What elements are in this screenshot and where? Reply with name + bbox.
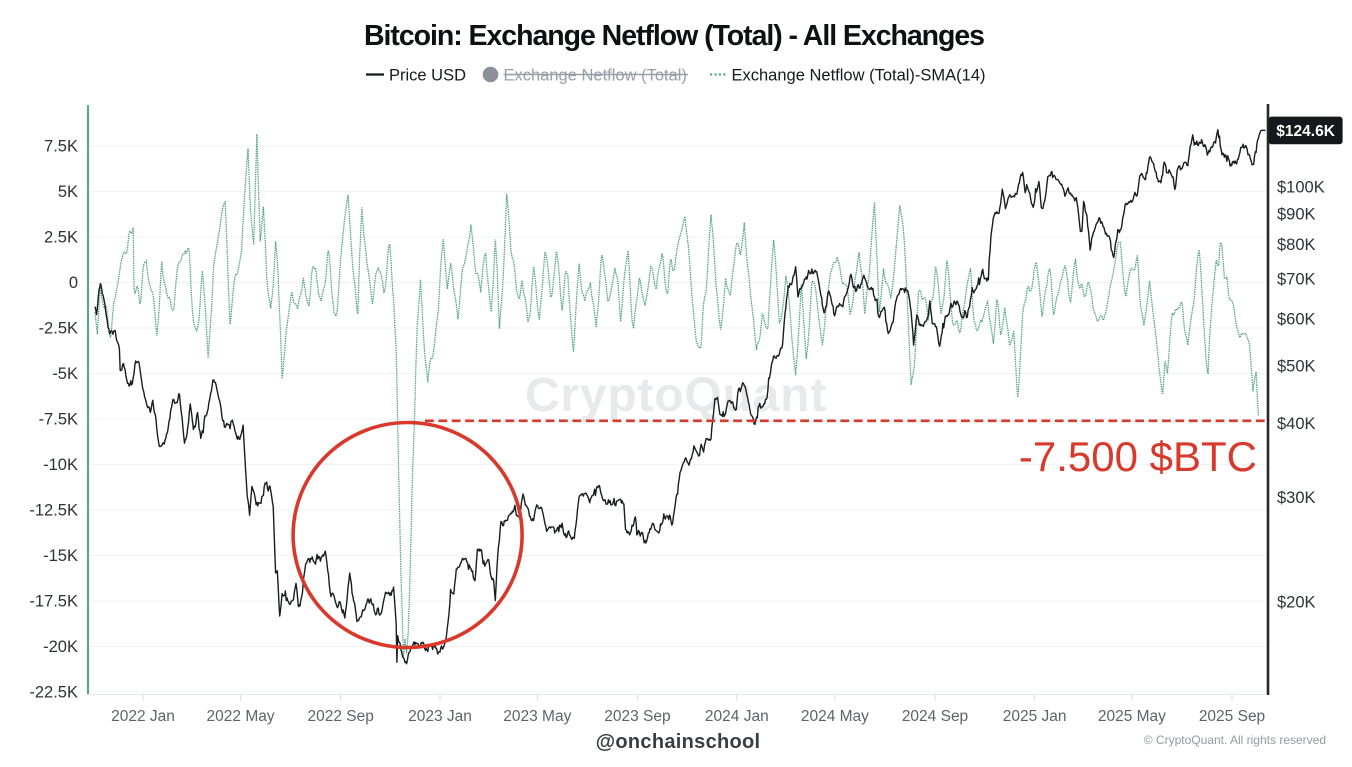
- svg-text:2024 Sep: 2024 Sep: [902, 708, 968, 725]
- svg-text:$20K: $20K: [1277, 594, 1316, 612]
- svg-text:2023 May: 2023 May: [503, 708, 571, 725]
- svg-text:-5K: -5K: [52, 365, 78, 383]
- svg-text:-7.5K: -7.5K: [39, 411, 78, 429]
- svg-text:$80K: $80K: [1277, 236, 1316, 254]
- svg-text:$100K: $100K: [1277, 179, 1325, 197]
- svg-text:-12.5K: -12.5K: [29, 502, 78, 520]
- svg-text:$70K: $70K: [1277, 271, 1316, 289]
- svg-text:2025 Jan: 2025 Jan: [1003, 708, 1067, 725]
- svg-text:-10K: -10K: [43, 456, 78, 474]
- svg-text:-22.5K: -22.5K: [29, 684, 78, 702]
- svg-text:2024 May: 2024 May: [801, 708, 869, 725]
- svg-text:2022 May: 2022 May: [207, 708, 275, 725]
- svg-text:Bitcoin: Exchange Netflow (Tot: Bitcoin: Exchange Netflow (Total) - All …: [364, 20, 984, 52]
- svg-text:2022 Sep: 2022 Sep: [308, 708, 374, 725]
- svg-text:Exchange Netflow (Total)-SMA(1: Exchange Netflow (Total)-SMA(14): [732, 67, 986, 85]
- svg-text:-17.5K: -17.5K: [29, 593, 78, 611]
- svg-text:@onchainschool: @onchainschool: [596, 731, 761, 753]
- svg-text:2023 Sep: 2023 Sep: [604, 708, 670, 725]
- svg-text:$90K: $90K: [1277, 206, 1316, 224]
- svg-text:2.5K: 2.5K: [44, 229, 78, 247]
- svg-text:2025 Sep: 2025 Sep: [1199, 708, 1265, 725]
- svg-text:7.5K: 7.5K: [44, 138, 78, 156]
- svg-text:$60K: $60K: [1277, 310, 1316, 328]
- svg-text:-15K: -15K: [43, 547, 78, 565]
- svg-text:-2.5K: -2.5K: [39, 320, 78, 338]
- svg-text:$30K: $30K: [1277, 489, 1316, 507]
- svg-text:2025 May: 2025 May: [1098, 708, 1166, 725]
- svg-text:Price USD: Price USD: [389, 67, 466, 85]
- svg-text:0: 0: [69, 274, 78, 292]
- svg-text:5K: 5K: [58, 183, 78, 201]
- svg-text:CryptoQuant: CryptoQuant: [525, 369, 827, 422]
- svg-text:-7.500 $BTC: -7.500 $BTC: [1019, 433, 1257, 480]
- svg-text:Exchange Netflow (Total): Exchange Netflow (Total): [504, 67, 687, 85]
- svg-text:2024 Jan: 2024 Jan: [705, 708, 769, 725]
- svg-text:2022 Jan: 2022 Jan: [111, 708, 175, 725]
- svg-text:2023 Jan: 2023 Jan: [408, 708, 472, 725]
- svg-text:$50K: $50K: [1277, 357, 1316, 375]
- svg-text:© CryptoQuant. All rights rese: © CryptoQuant. All rights reserved: [1144, 733, 1326, 747]
- svg-text:-20K: -20K: [43, 638, 78, 656]
- svg-text:$124.6K: $124.6K: [1276, 123, 1335, 140]
- svg-text:$40K: $40K: [1277, 415, 1316, 433]
